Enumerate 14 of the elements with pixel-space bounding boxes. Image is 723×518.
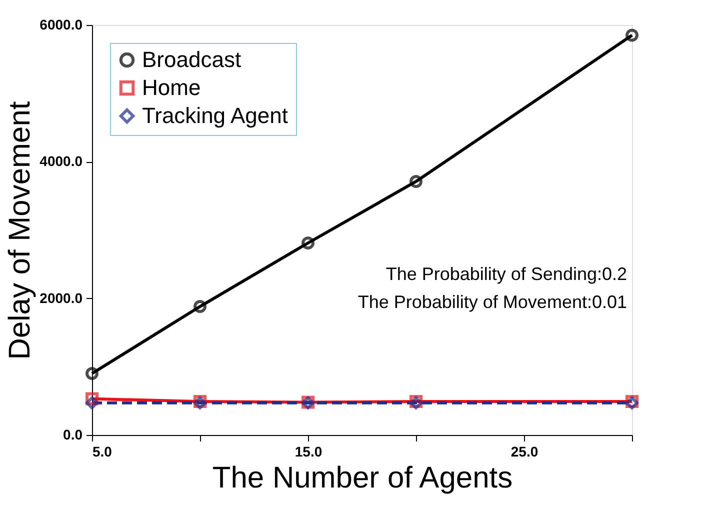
- legend-label: Broadcast: [142, 47, 242, 72]
- legend-label: Tracking Agent: [142, 103, 288, 128]
- x-tick-label: 25.0: [510, 444, 538, 460]
- y-tick-label: 4000.0: [40, 153, 83, 170]
- annotation: The Probability of Sending:0.2: [386, 264, 627, 284]
- y-tick-label: 0.0: [63, 426, 83, 442]
- y-tick-label: 6000.0: [40, 16, 83, 32]
- x-tick-label: 5.0: [92, 444, 112, 460]
- y-tick-label: 2000.0: [40, 290, 83, 306]
- annotation: The Probability of Movement:0.01: [358, 292, 627, 312]
- x-axis-title: The Number of Agents: [212, 462, 513, 494]
- x-tick-label: 15.0: [294, 444, 322, 460]
- y-axis-title: Delay of Movement: [4, 100, 37, 360]
- legend-label: Home: [142, 75, 201, 100]
